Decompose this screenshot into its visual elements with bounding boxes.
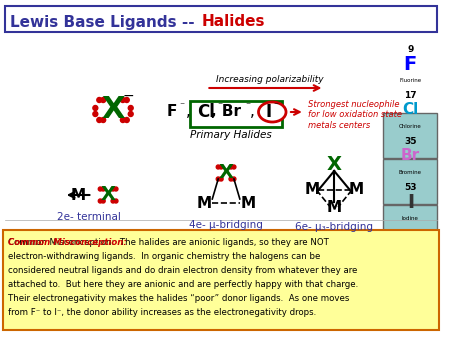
Text: ⁻: ⁻ — [274, 101, 279, 111]
Text: M: M — [240, 195, 255, 211]
Bar — [3, 230, 439, 330]
Circle shape — [121, 97, 125, 102]
Text: X: X — [101, 96, 125, 124]
Text: ,: , — [186, 104, 191, 120]
FancyBboxPatch shape — [5, 6, 437, 32]
Text: 17: 17 — [404, 92, 417, 100]
Text: Cl: Cl — [198, 103, 216, 121]
Circle shape — [219, 165, 223, 169]
Text: 6e- μ₃-bridging: 6e- μ₃-bridging — [295, 222, 373, 232]
Text: Halides: Halides — [202, 15, 265, 29]
Text: Chlorine: Chlorine — [399, 123, 422, 128]
Circle shape — [101, 199, 105, 203]
Text: Common Misconception:  The halides are anionic ligands, so they are NOT: Common Misconception: The halides are an… — [8, 238, 329, 247]
Bar — [383, 159, 437, 204]
Circle shape — [97, 118, 102, 122]
Circle shape — [98, 187, 102, 191]
Circle shape — [128, 105, 133, 111]
Text: X: X — [101, 186, 116, 204]
Text: from F⁻ to I⁻, the donor ability increases as the electronegativity drops.: from F⁻ to I⁻, the donor ability increas… — [8, 308, 316, 317]
Text: Their electronegativity makes the halides “poor” donor ligands.  As one moves: Their electronegativity makes the halide… — [8, 294, 349, 303]
Text: Br: Br — [401, 148, 420, 164]
Text: electron-withdrawing ligands.  In organic chemistry the halogens can be: electron-withdrawing ligands. In organic… — [8, 252, 320, 261]
Text: Cl: Cl — [402, 102, 418, 118]
Text: M: M — [71, 188, 86, 202]
Text: Primary Halides: Primary Halides — [190, 130, 272, 140]
Text: 53: 53 — [404, 184, 417, 193]
Circle shape — [121, 118, 125, 122]
Text: ⁻: ⁻ — [179, 101, 184, 111]
Text: ,: , — [250, 104, 255, 120]
Circle shape — [93, 112, 98, 117]
Text: ⁻: ⁻ — [245, 101, 250, 111]
Circle shape — [101, 187, 105, 191]
Text: , Br: , Br — [211, 104, 241, 120]
Text: Lewis Base Ligands --: Lewis Base Ligands -- — [10, 15, 200, 29]
Circle shape — [216, 177, 220, 181]
Text: considered neutral ligands and do drain electron density from whatever they are: considered neutral ligands and do drain … — [8, 266, 357, 275]
Bar — [383, 251, 437, 296]
Circle shape — [111, 187, 115, 191]
Text: attached to.  But here they are anionic and are perfectly happy with that charge: attached to. But here they are anionic a… — [8, 280, 358, 289]
Text: Increasing polarizability: Increasing polarizability — [216, 75, 324, 84]
Text: Iodine: Iodine — [402, 216, 419, 220]
Circle shape — [128, 112, 133, 117]
Text: X: X — [327, 155, 342, 174]
Text: M: M — [305, 183, 320, 197]
Text: Bromine: Bromine — [399, 169, 422, 174]
Circle shape — [219, 177, 223, 181]
Text: I: I — [407, 193, 414, 212]
Circle shape — [101, 97, 106, 102]
Circle shape — [124, 97, 129, 102]
Circle shape — [111, 199, 115, 203]
Text: Fluorine: Fluorine — [399, 77, 421, 82]
Circle shape — [232, 165, 236, 169]
Circle shape — [114, 199, 118, 203]
Circle shape — [98, 199, 102, 203]
Text: M: M — [197, 195, 212, 211]
Circle shape — [124, 118, 129, 122]
Bar — [383, 113, 437, 158]
Text: 9: 9 — [407, 46, 414, 54]
Text: M: M — [348, 183, 363, 197]
Text: F: F — [404, 54, 417, 73]
Text: ⁻: ⁻ — [218, 101, 223, 111]
Circle shape — [114, 187, 118, 191]
Text: I: I — [265, 103, 271, 121]
Text: F: F — [167, 104, 177, 120]
FancyBboxPatch shape — [190, 101, 282, 127]
Text: −: − — [123, 89, 135, 103]
Text: M: M — [327, 199, 342, 215]
Text: 2e- terminal: 2e- terminal — [57, 212, 121, 222]
Circle shape — [93, 105, 98, 111]
Circle shape — [101, 118, 106, 122]
Circle shape — [216, 165, 220, 169]
Bar — [383, 205, 437, 250]
Circle shape — [232, 177, 236, 181]
Circle shape — [229, 177, 233, 181]
Circle shape — [229, 165, 233, 169]
Ellipse shape — [258, 102, 286, 122]
Text: 35: 35 — [404, 138, 417, 146]
Text: 4e- μ-bridging: 4e- μ-bridging — [189, 220, 263, 230]
Text: X: X — [219, 164, 234, 183]
Text: Strongest nucleophile
for low oxidation state
metals centers: Strongest nucleophile for low oxidation … — [308, 100, 402, 130]
Text: Common Misconception:: Common Misconception: — [8, 238, 127, 247]
Circle shape — [97, 97, 102, 102]
